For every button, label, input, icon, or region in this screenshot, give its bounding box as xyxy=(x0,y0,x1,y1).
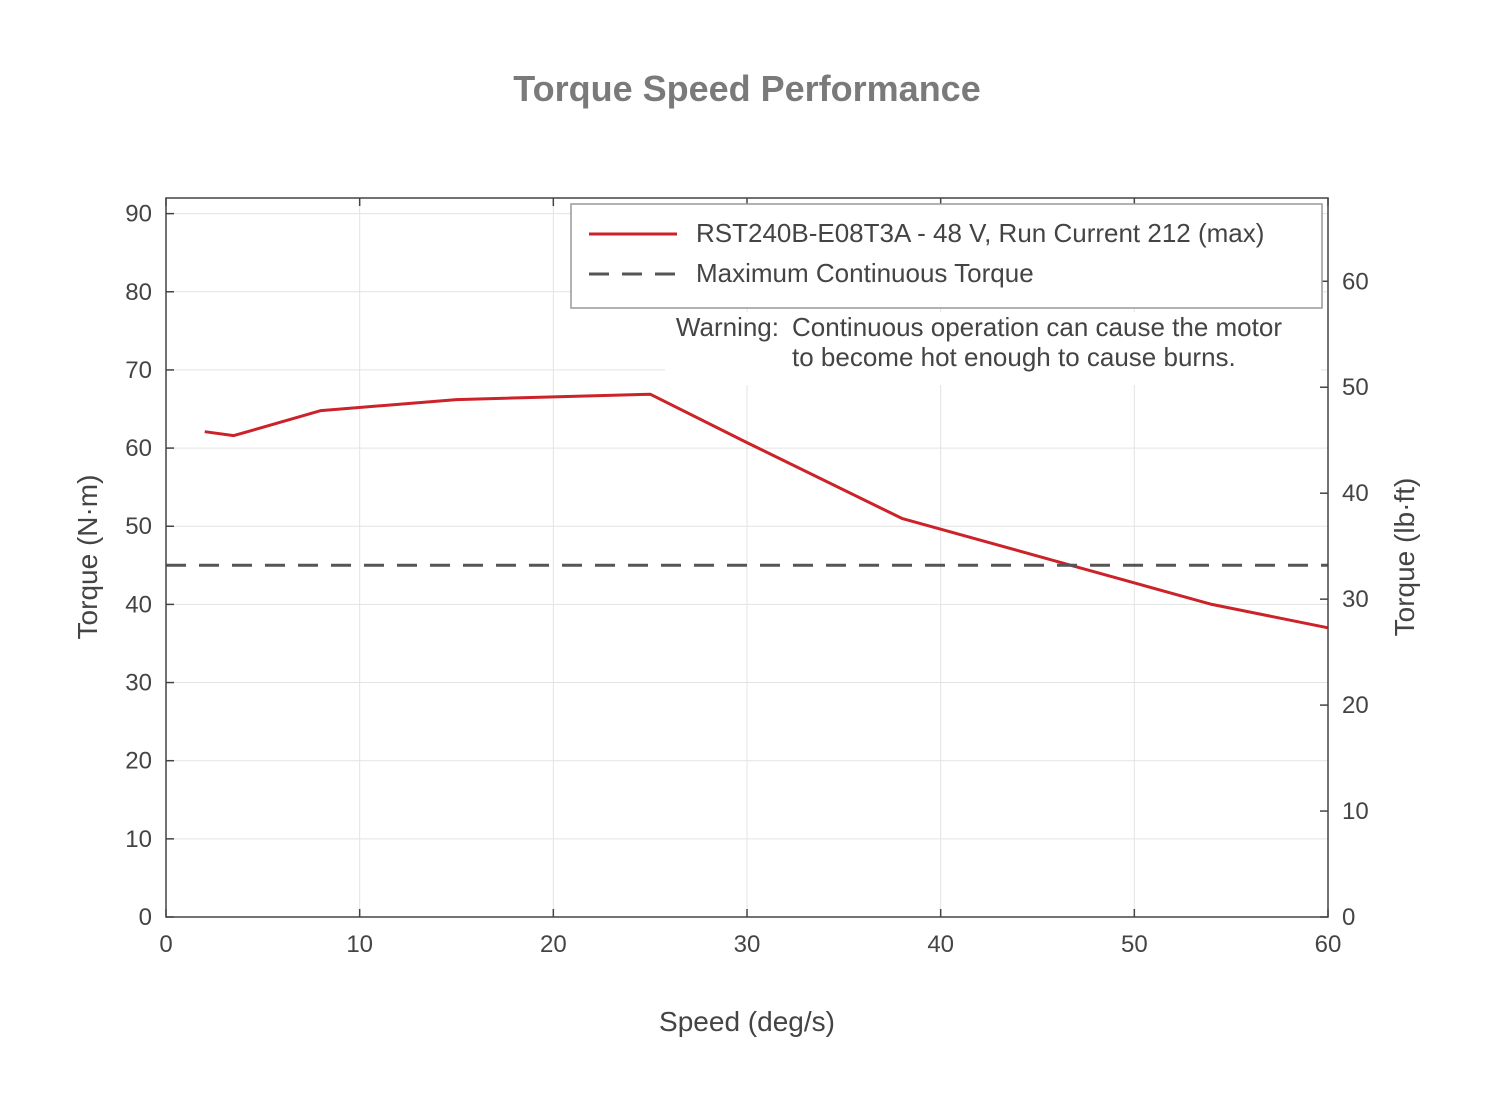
x-tick-label: 40 xyxy=(927,931,954,958)
legend: RST240B-E08T3A - 48 V, Run Current 212 (… xyxy=(570,203,1323,309)
series-layer xyxy=(166,392,1329,630)
y-tick-label: 90 xyxy=(125,201,152,228)
y-right-tick-label: 50 xyxy=(1342,374,1369,401)
y-right-tick-label: 30 xyxy=(1342,586,1369,613)
y-tick-label: 50 xyxy=(125,513,152,540)
y-tick-label: 70 xyxy=(125,357,152,384)
warning-background xyxy=(665,312,1321,385)
x-tick-label: 50 xyxy=(1121,931,1148,958)
warning-line-2: to become hot enough to cause burns. xyxy=(792,342,1236,372)
x-tick-label: 20 xyxy=(540,931,567,958)
x-tick-label: 0 xyxy=(159,931,172,958)
y-tick-label: 40 xyxy=(125,591,152,618)
y-right-tick-label: 10 xyxy=(1342,798,1369,825)
y-right-tick-label: 60 xyxy=(1342,268,1369,295)
chart-title: Torque Speed Performance xyxy=(513,68,980,109)
warning-annotation: Warning: Continuous operation can cause … xyxy=(665,312,1321,385)
y-axis-label-left: Torque (N·m) xyxy=(72,475,103,640)
x-axis-label: Speed (deg/s) xyxy=(659,1006,835,1037)
x-tick-label: 60 xyxy=(1315,931,1342,958)
legend-frame xyxy=(570,203,1323,309)
y-tick-label: 60 xyxy=(125,435,152,462)
x-tick-label: 10 xyxy=(346,931,373,958)
legend-label-series-1: RST240B-E08T3A - 48 V, Run Current 212 (… xyxy=(696,218,1264,248)
y-right-tick-label: 0 xyxy=(1342,904,1355,931)
axis-ticks: 0 10 20 30 40 50 60010203040506070809001020304… xyxy=(125,198,1369,958)
y-right-tick-label: 40 xyxy=(1342,480,1369,507)
warning-line-1: Continuous operation can cause the motor xyxy=(792,312,1282,342)
y-tick-label: 30 xyxy=(125,670,152,697)
x-tick-label: 30 xyxy=(734,931,761,958)
legend-label-series-2: Maximum Continuous Torque xyxy=(696,258,1034,288)
y-axis-label-right: Torque (lb·ft) xyxy=(1389,478,1420,637)
y-tick-label: 10 xyxy=(125,826,152,853)
series-line-1 xyxy=(204,392,1329,630)
y-tick-label: 80 xyxy=(125,279,152,306)
warning-label: Warning: xyxy=(676,312,779,342)
y-right-tick-label: 20 xyxy=(1342,692,1369,719)
y-tick-label: 0 xyxy=(139,904,152,931)
y-tick-label: 20 xyxy=(125,748,152,775)
